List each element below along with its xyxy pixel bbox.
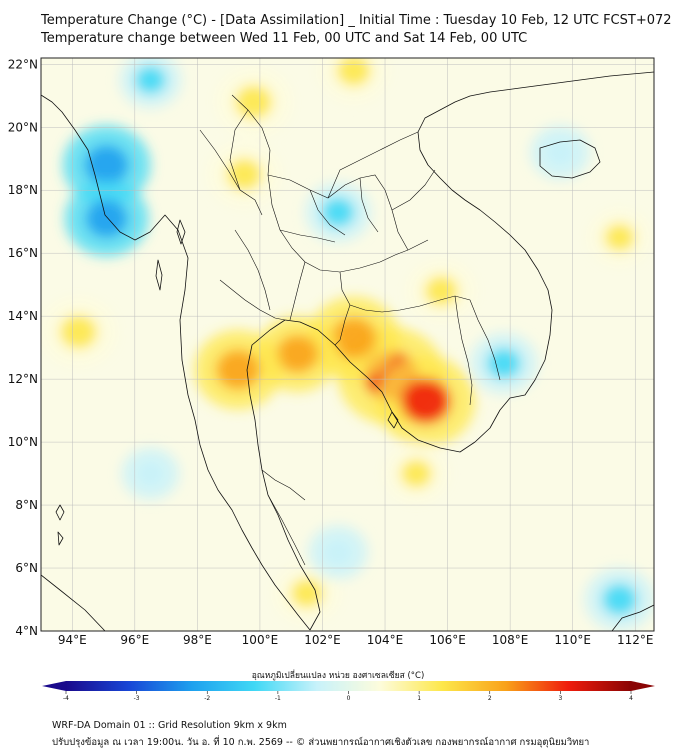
lon-label: 96°E bbox=[120, 633, 149, 647]
map-area bbox=[41, 58, 654, 631]
lon-label: 106°E bbox=[429, 633, 466, 647]
anomaly-cold-vietnam-coast bbox=[486, 347, 521, 379]
anomaly-warm-laos-south bbox=[424, 275, 459, 307]
lat-label: 8°N bbox=[15, 498, 38, 512]
lon-label: 94°E bbox=[58, 633, 87, 647]
colorbar-tick-label: -2 bbox=[204, 695, 210, 702]
anomaly-cold-northeast-thailand bbox=[321, 197, 355, 228]
lon-label: 104°E bbox=[367, 633, 404, 647]
lat-label: 18°N bbox=[8, 183, 38, 197]
title-line-1: Temperature Change (°C) - [Data Assimila… bbox=[41, 13, 672, 28]
lon-label: 100°E bbox=[242, 633, 279, 647]
colorbar-over-arrow bbox=[631, 681, 655, 691]
colorbar-tick-label: 3 bbox=[558, 695, 562, 702]
anomaly-warm-central-thailand bbox=[216, 349, 260, 390]
latitude-axis: 22°N 20°N 18°N 16°N 14°N 12°N 10°N 8°N 6°N 4°N bbox=[8, 57, 38, 638]
anomaly-warm-west-sea bbox=[59, 314, 98, 350]
lat-label: 22°N bbox=[8, 57, 38, 71]
anomaly-cold-hainan bbox=[545, 138, 576, 167]
lon-label: 108°E bbox=[492, 633, 529, 647]
anomaly-warm-cambodia-east bbox=[400, 378, 451, 424]
title-line-2: Temperature change between Wed 11 Feb, 0… bbox=[41, 31, 528, 46]
map-frame bbox=[40, 57, 655, 632]
longitude-axis: 94°E 96°E 98°E 100°E 102°E 104°E 106°E 108°E 110… bbox=[58, 633, 654, 647]
anomaly-warm-malaysia bbox=[290, 578, 324, 609]
colorbar: -4 -3 -2 -1 0 1 2 3 4 bbox=[42, 681, 655, 702]
temperature-field bbox=[41, 58, 654, 631]
anomaly-cold-gulf-south bbox=[323, 538, 354, 566]
lat-label: 14°N bbox=[8, 309, 38, 323]
anomaly-cold-myanmar-coast-north bbox=[84, 145, 129, 185]
lat-label: 12°N bbox=[8, 372, 38, 386]
colorbar-tick-label: -3 bbox=[134, 695, 140, 702]
colorbar-tick-label: 1 bbox=[417, 695, 421, 702]
lon-label: 110°E bbox=[554, 633, 591, 647]
lon-label: 102°E bbox=[304, 633, 341, 647]
colorbar-gradient bbox=[66, 681, 631, 691]
anomaly-warm-northern-thailand bbox=[226, 158, 263, 191]
colorbar-label: อุณหภูมิเปลี่ยนแปลง หน่วย องศาเซลเซียส (… bbox=[251, 671, 425, 681]
lon-label: 98°E bbox=[183, 633, 212, 647]
anomaly-warm-gulf-thailand-north bbox=[276, 334, 319, 373]
graticule bbox=[41, 58, 654, 631]
anomaly-warm-tonle-sap bbox=[330, 317, 377, 360]
colorbar-tick-label: 0 bbox=[347, 695, 351, 702]
anomaly-warm-south-sea bbox=[400, 459, 433, 489]
lat-label: 16°N bbox=[8, 246, 38, 260]
colorbar-tick-label: -1 bbox=[275, 695, 281, 702]
lat-label: 6°N bbox=[15, 561, 38, 575]
anomaly-warm-scs-east bbox=[604, 223, 636, 252]
lat-label: 10°N bbox=[8, 435, 38, 449]
anomaly-cold-far-southeast bbox=[602, 583, 638, 616]
lat-label: 20°N bbox=[8, 120, 38, 134]
colorbar-under-arrow bbox=[42, 681, 66, 691]
anomaly-warm-top-center bbox=[336, 58, 372, 87]
anomaly-cold-top-left bbox=[135, 65, 166, 95]
anomaly-cold-myanmar-coast-south bbox=[85, 199, 128, 238]
lon-label: 112°E bbox=[617, 633, 654, 647]
lat-label: 4°N bbox=[15, 624, 38, 638]
colorbar-tick-label: 2 bbox=[488, 695, 492, 702]
anomaly-cold-andaman bbox=[135, 460, 165, 487]
footer-model-info: WRF-DA Domain 01 :: Grid Resolution 9km … bbox=[52, 720, 287, 731]
admin-borders bbox=[199, 94, 501, 566]
colorbar-tick-label: -4 bbox=[63, 695, 69, 702]
anomaly-warm-north-border bbox=[234, 84, 273, 120]
footer-credit: ปรับปรุงข้อมูล ณ เวลา 19:00น. วัน อ. ที่… bbox=[52, 737, 590, 748]
colorbar-tick-label: 4 bbox=[629, 695, 633, 702]
